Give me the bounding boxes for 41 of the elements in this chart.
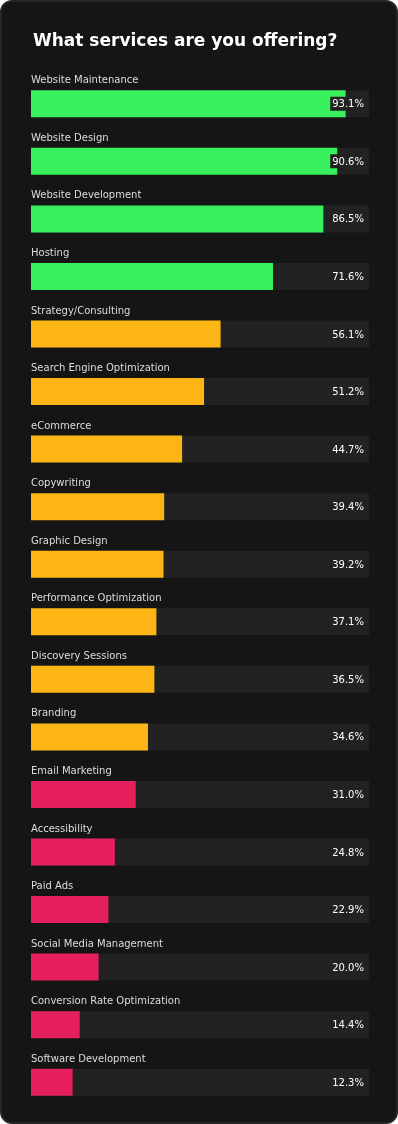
data-label: 20.0%: [332, 961, 364, 973]
bar: [31, 953, 99, 981]
bar: [31, 1068, 73, 1096]
data-label: 37.1%: [332, 616, 364, 628]
y-tick-label: Discovery Sessions: [31, 649, 127, 661]
data-label: 86.5%: [332, 213, 364, 225]
y-tick-label: Paid Ads: [31, 880, 74, 892]
chart-title: What services are you offering?: [33, 29, 338, 50]
y-tick-label: Website Maintenance: [31, 74, 139, 86]
data-label: 34.6%: [332, 731, 364, 743]
data-label: 44.7%: [332, 443, 364, 455]
data-label: 36.5%: [332, 673, 364, 685]
data-label: 14.4%: [332, 1019, 364, 1031]
data-label: 39.4%: [332, 501, 364, 513]
y-tick-label: eCommerce: [31, 419, 92, 431]
data-label: 71.6%: [332, 270, 364, 282]
y-tick-label: Hosting: [31, 246, 70, 258]
y-tick-label: Copywriting: [31, 477, 91, 489]
bar: [31, 896, 109, 924]
y-tick-label: Conversion Rate Optimization: [31, 995, 181, 1007]
data-label: 90.6%: [332, 155, 364, 167]
data-label: 39.2%: [332, 558, 364, 570]
data-label: 51.2%: [332, 386, 364, 398]
data-label: 93.1%: [332, 98, 364, 110]
data-label: 22.9%: [332, 904, 364, 916]
y-tick-label: Website Design: [31, 131, 109, 143]
y-tick-label: Strategy/Consulting: [31, 304, 131, 316]
y-tick-label: Website Development: [31, 189, 142, 201]
data-label: 56.1%: [332, 328, 364, 340]
data-label: 24.8%: [332, 846, 364, 858]
y-tick-label: Performance Optimization: [31, 592, 162, 604]
y-tick-label: Branding: [31, 707, 77, 719]
bar: [31, 1011, 80, 1039]
y-tick-label: Search Engine Optimization: [31, 362, 170, 374]
y-tick-label: Social Media Management: [31, 937, 163, 949]
y-tick-label: Software Development: [31, 1052, 146, 1064]
data-label: 31.0%: [332, 788, 364, 800]
data-label: 12.3%: [332, 1076, 364, 1088]
y-tick-label: Accessibility: [31, 822, 93, 834]
y-tick-label: Graphic Design: [31, 534, 108, 546]
y-tick-label: Email Marketing: [31, 764, 112, 776]
